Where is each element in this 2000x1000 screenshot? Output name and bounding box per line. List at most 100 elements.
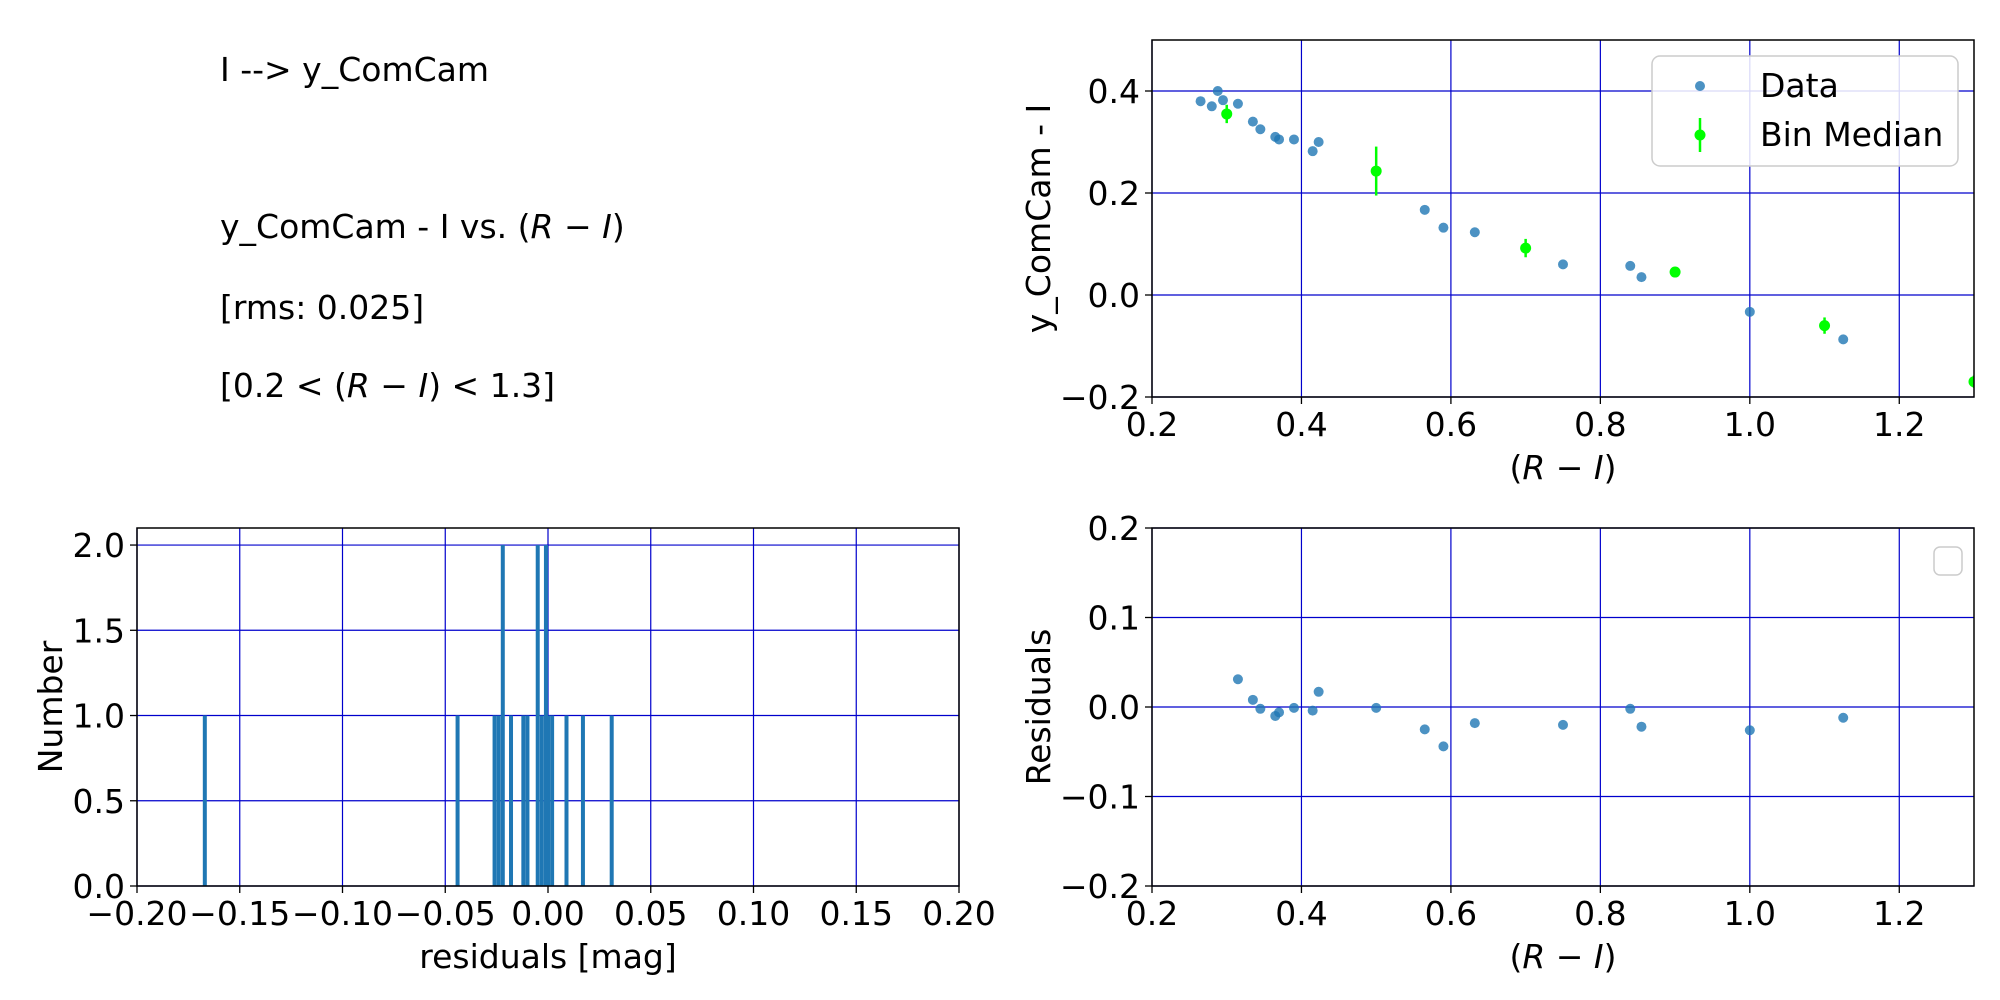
legend: Data Bin Median bbox=[1651, 55, 1959, 167]
data-point bbox=[1625, 703, 1636, 714]
data-point bbox=[1469, 227, 1480, 238]
data-point bbox=[1232, 674, 1243, 685]
data-point bbox=[1558, 719, 1568, 730]
data-point bbox=[1232, 98, 1243, 109]
hist-bar bbox=[580, 715, 585, 886]
y-tick-label: 0.2 bbox=[1088, 509, 1140, 548]
x-axis-label: residuals [mag] bbox=[419, 937, 677, 976]
data-point bbox=[1288, 134, 1299, 145]
x-tick-label: 0.4 bbox=[1275, 894, 1327, 933]
hist-bar bbox=[521, 715, 526, 886]
hist-bar bbox=[535, 545, 540, 886]
hist-bar bbox=[546, 715, 550, 886]
x-axis-label: (R − I) bbox=[1509, 448, 1616, 487]
data-point bbox=[1206, 101, 1217, 112]
chart-color-term: 0.2 0.4 0.6 0.8 1.0 1.2 −0.2 0.0 0.2 0.4 (R − I) y_… bbox=[1019, 39, 1975, 487]
y-axis-label: Number bbox=[31, 640, 70, 773]
plot-area-color-term bbox=[1195, 86, 1974, 388]
data-point bbox=[1744, 725, 1755, 736]
x-tick-label: 0.20 bbox=[922, 894, 995, 933]
data-point bbox=[1636, 272, 1647, 283]
data-point bbox=[1288, 702, 1299, 713]
hist-bar bbox=[609, 715, 614, 886]
x-tick-label: 1.2 bbox=[1873, 405, 1925, 444]
data-point bbox=[1438, 741, 1449, 752]
median-point bbox=[1968, 376, 1974, 388]
y-tick-label: −0.1 bbox=[1060, 778, 1140, 817]
data-point bbox=[1419, 724, 1430, 735]
hist-bar bbox=[500, 545, 505, 886]
x-tick-label: 0.4 bbox=[1275, 405, 1327, 444]
hist-bar bbox=[525, 715, 530, 886]
info-relation: y_ComCam - I vs. (R − I) bbox=[220, 207, 625, 246]
info-rms: [rms: 0.025] bbox=[220, 288, 425, 327]
data-point bbox=[1195, 96, 1206, 107]
median-point bbox=[1520, 242, 1532, 254]
data-point bbox=[1438, 222, 1449, 233]
info-title: I --> y_ComCam bbox=[220, 50, 489, 89]
data-point bbox=[1217, 95, 1228, 106]
x-tick-label: 0.15 bbox=[820, 894, 893, 933]
hist-bar bbox=[543, 545, 548, 886]
x-tick-label: 0.05 bbox=[614, 894, 687, 933]
median-point bbox=[1221, 108, 1233, 120]
legend-marker-median bbox=[1694, 129, 1706, 141]
x-tick-label: 0.6 bbox=[1425, 894, 1477, 933]
data-point bbox=[1255, 703, 1266, 714]
median-point bbox=[1370, 165, 1382, 177]
hist-bar bbox=[492, 715, 497, 886]
data-point bbox=[1255, 124, 1266, 135]
data-point bbox=[1469, 718, 1480, 729]
data-point bbox=[1371, 702, 1382, 713]
x-tick-label: −0.10 bbox=[292, 894, 393, 933]
data-point bbox=[1744, 306, 1755, 317]
hist-bar bbox=[455, 715, 460, 886]
x-tick-label: 0.6 bbox=[1425, 405, 1477, 444]
median-point bbox=[1669, 266, 1681, 278]
y-tick-label: 2.0 bbox=[73, 526, 125, 565]
y-axis-label: Residuals bbox=[1019, 629, 1058, 786]
data-point bbox=[1636, 721, 1647, 732]
y-axis-label: y_ComCam - I bbox=[1019, 104, 1058, 333]
x-tick-label: 1.0 bbox=[1724, 405, 1776, 444]
x-axis-label: (R − I) bbox=[1509, 937, 1616, 976]
chart-residuals: 0.2 0.4 0.6 0.8 1.0 1.2 −0.2 −0.1 0.0 0.1 0.2 (R − … bbox=[1019, 509, 1975, 976]
median-point bbox=[1819, 320, 1831, 332]
x-tick-label: 0.8 bbox=[1574, 894, 1626, 933]
x-tick-label: 1.0 bbox=[1724, 894, 1776, 933]
y-tick-label: 0.5 bbox=[73, 782, 125, 821]
data-point bbox=[1307, 146, 1318, 157]
data-point bbox=[1838, 334, 1849, 345]
y-tick-label: 0.0 bbox=[73, 867, 125, 906]
plot-area-histogram bbox=[202, 545, 614, 886]
hist-bar bbox=[496, 715, 501, 886]
info-range: [0.2 < (R − I) < 1.3] bbox=[220, 366, 556, 405]
y-tick-label: 0.0 bbox=[1088, 276, 1140, 315]
data-point bbox=[1247, 694, 1258, 705]
data-point bbox=[1558, 259, 1568, 270]
data-point bbox=[1313, 137, 1324, 147]
x-tick-label: −0.15 bbox=[189, 894, 290, 933]
axes-frame-color-term bbox=[1151, 39, 1975, 398]
y-tick-label: 1.0 bbox=[73, 697, 125, 736]
y-tick-label: 0.4 bbox=[1088, 72, 1140, 111]
x-tick-label: 0.2 bbox=[1126, 405, 1178, 444]
hist-bar bbox=[564, 715, 569, 886]
legend-label-data: Data bbox=[1760, 66, 1839, 105]
y-tick-label: −0.2 bbox=[1060, 867, 1140, 906]
x-tick-label: 0.8 bbox=[1574, 405, 1626, 444]
plot-area-residuals bbox=[1232, 674, 1849, 752]
hist-bar bbox=[550, 715, 555, 886]
data-point bbox=[1247, 116, 1258, 127]
legend-marker-data bbox=[1695, 81, 1705, 91]
y-tick-label: −0.2 bbox=[1060, 378, 1140, 417]
hist-bar bbox=[202, 715, 207, 886]
data-point bbox=[1274, 134, 1285, 145]
x-tick-label: −0.05 bbox=[395, 894, 496, 933]
legend-label-median: Bin Median bbox=[1760, 115, 1943, 154]
data-point bbox=[1419, 204, 1430, 215]
x-tick-label: 1.2 bbox=[1873, 894, 1925, 933]
legend-box bbox=[1651, 55, 1959, 167]
hist-bar bbox=[539, 715, 544, 886]
